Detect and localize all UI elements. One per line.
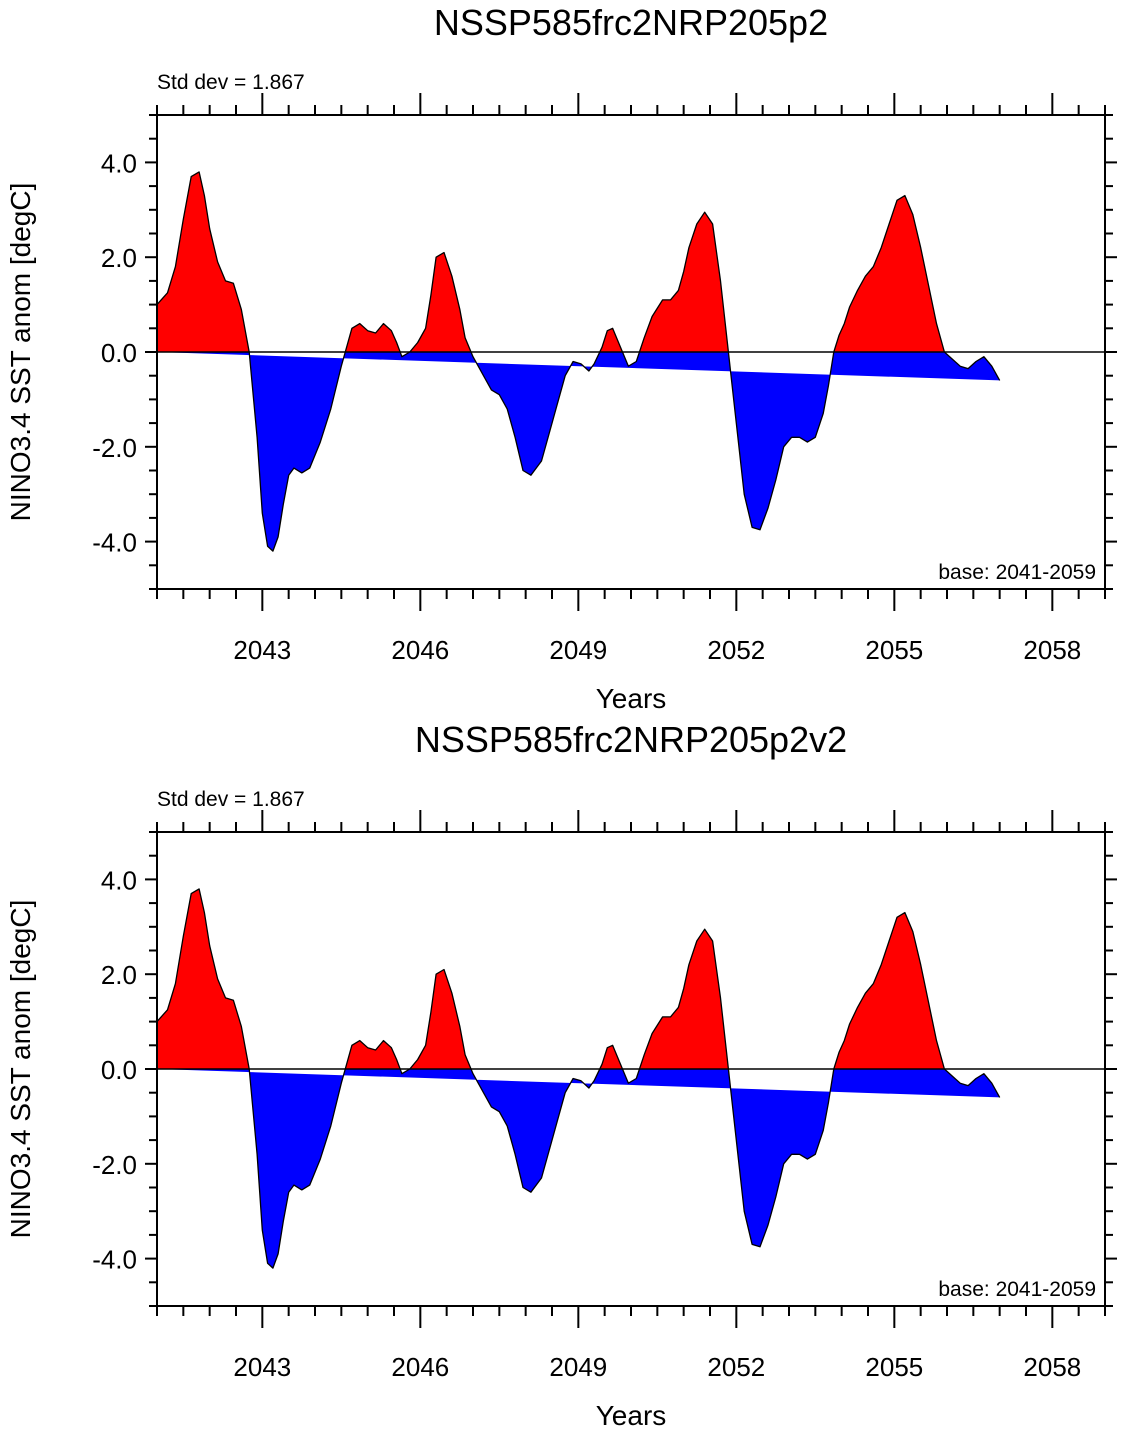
y-tick-label: 4.0 <box>101 148 137 178</box>
x-tick-label: 2043 <box>233 635 291 665</box>
chart-title: NSSP585frc2NRP205p2 <box>434 2 828 43</box>
stddev-label: Std dev = 1.867 <box>157 71 305 94</box>
negative-anomaly-area <box>157 352 1000 551</box>
base-period-label: base: 2041-2059 <box>938 1278 1096 1301</box>
x-tick-label: 2055 <box>865 1352 923 1382</box>
y-tick-label: -2.0 <box>92 1150 137 1180</box>
chart-panel-2: NSSP585frc2NRP205p2v2 Std dev = 1.867 ba… <box>5 719 1117 1431</box>
y-tick-labels: -4.0 -2.0 0.0 2.0 4.0 <box>92 865 137 1274</box>
x-tick-label: 2046 <box>391 1352 449 1382</box>
x-axis-title: Years <box>596 1400 667 1431</box>
chart-title: NSSP585frc2NRP205p2v2 <box>415 719 847 760</box>
y-tick-label: 2.0 <box>101 960 137 990</box>
x-tick-label: 2058 <box>1023 635 1081 665</box>
plot-area <box>145 810 1117 1328</box>
stddev-label: Std dev = 1.867 <box>157 788 305 811</box>
plot-area <box>145 93 1117 611</box>
x-tick-labels: 2043 2046 2049 2052 2055 2058 <box>233 1352 1081 1382</box>
x-tick-label: 2046 <box>391 635 449 665</box>
y-tick-label: -4.0 <box>92 528 137 558</box>
y-tick-label: 4.0 <box>101 865 137 895</box>
y-tick-label: 0.0 <box>101 1055 137 1085</box>
x-tick-label: 2058 <box>1023 1352 1081 1382</box>
x-tick-labels: 2043 2046 2049 2052 2055 2058 <box>233 635 1081 665</box>
y-axis-title: NINO3.4 SST anom [degC] <box>5 900 36 1239</box>
positive-anomaly-area <box>157 889 1000 1069</box>
y-tick-label: 0.0 <box>101 338 137 368</box>
chart-panel-1: NSSP585frc2NRP205p2 Std dev = 1.867 base… <box>5 2 1117 714</box>
x-axis-title: Years <box>596 683 667 714</box>
figure-canvas: NSSP585frc2NRP205p2 Std dev = 1.867 base… <box>0 0 1136 1432</box>
x-tick-label: 2052 <box>707 1352 765 1382</box>
x-tick-label: 2052 <box>707 635 765 665</box>
x-tick-label: 2049 <box>549 1352 607 1382</box>
x-tick-label: 2043 <box>233 1352 291 1382</box>
y-tick-labels: -4.0 -2.0 0.0 2.0 4.0 <box>92 148 137 557</box>
y-tick-label: -4.0 <box>92 1245 137 1275</box>
y-tick-label: 2.0 <box>101 243 137 273</box>
y-tick-label: -2.0 <box>92 433 137 463</box>
negative-anomaly-area <box>157 1069 1000 1268</box>
positive-anomaly-area <box>157 172 1000 352</box>
base-period-label: base: 2041-2059 <box>938 561 1096 584</box>
x-tick-label: 2055 <box>865 635 923 665</box>
x-tick-label: 2049 <box>549 635 607 665</box>
y-axis-title: NINO3.4 SST anom [degC] <box>5 183 36 522</box>
